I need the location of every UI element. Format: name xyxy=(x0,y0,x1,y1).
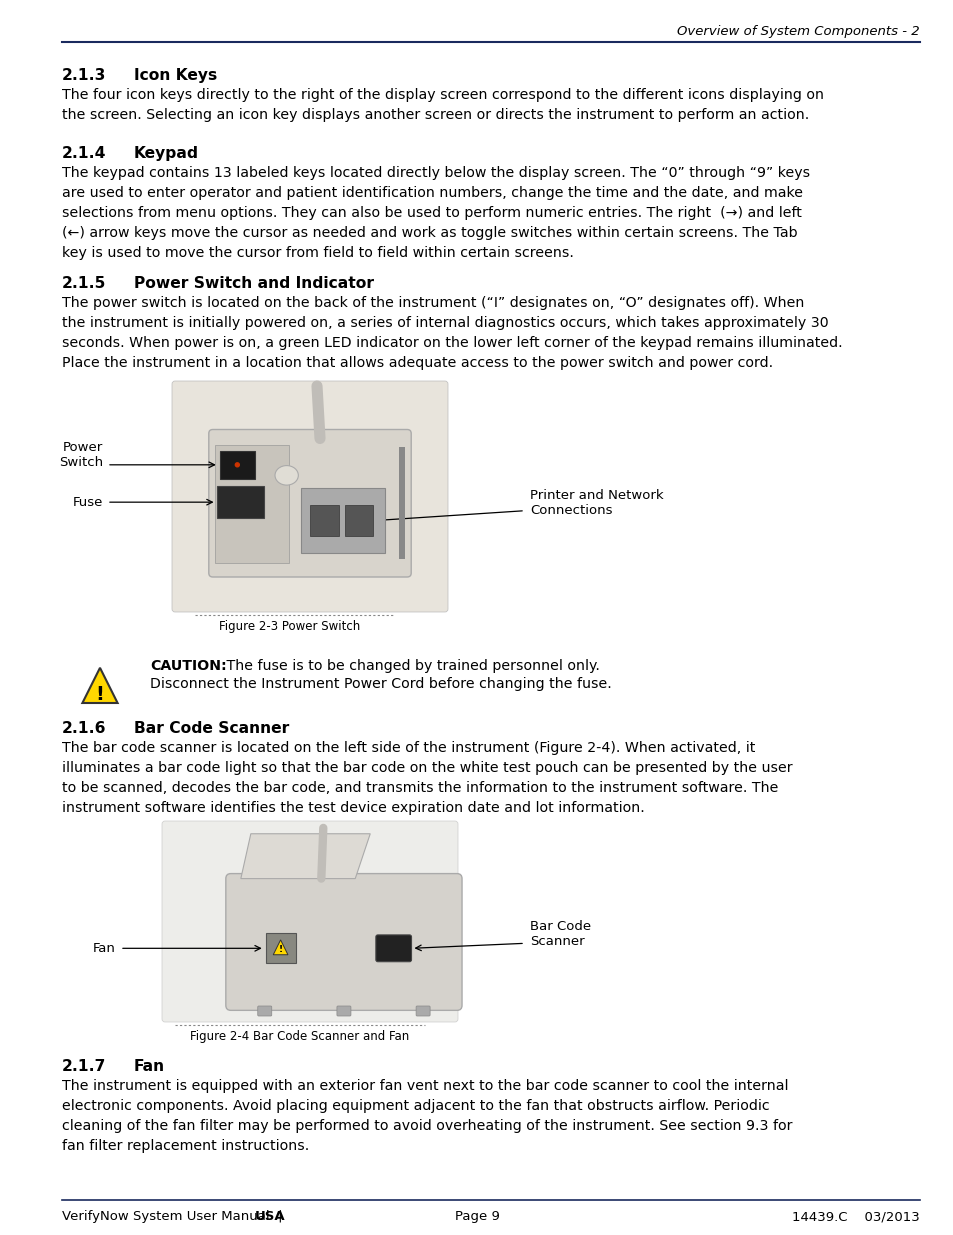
Text: Fan: Fan xyxy=(93,942,116,955)
Polygon shape xyxy=(273,940,288,955)
Text: Figure 2-4 Bar Code Scanner and Fan: Figure 2-4 Bar Code Scanner and Fan xyxy=(191,1030,409,1044)
FancyBboxPatch shape xyxy=(219,451,254,479)
Text: Icon Keys: Icon Keys xyxy=(133,68,217,83)
Text: 2.1.7: 2.1.7 xyxy=(62,1058,107,1074)
FancyBboxPatch shape xyxy=(226,873,461,1010)
Text: 2.1.4: 2.1.4 xyxy=(62,146,107,161)
Text: Bar Code Scanner: Bar Code Scanner xyxy=(133,721,289,736)
Text: The four icon keys directly to the right of the display screen correspond to the: The four icon keys directly to the right… xyxy=(62,88,823,122)
Text: 14439.C    03/2013: 14439.C 03/2013 xyxy=(791,1210,919,1223)
Text: Fuse: Fuse xyxy=(72,495,103,509)
Text: The instrument is equipped with an exterior fan vent next to the bar code scanne: The instrument is equipped with an exter… xyxy=(62,1079,792,1153)
Text: The power switch is located on the back of the instrument (“I” designates on, “O: The power switch is located on the back … xyxy=(62,296,841,370)
FancyBboxPatch shape xyxy=(310,505,338,536)
Polygon shape xyxy=(82,668,117,703)
FancyBboxPatch shape xyxy=(217,487,264,517)
Text: !: ! xyxy=(278,945,282,955)
Text: Bar Code
Scanner: Bar Code Scanner xyxy=(530,920,591,948)
FancyBboxPatch shape xyxy=(209,430,411,577)
Text: Figure 2-3 Power Switch: Figure 2-3 Power Switch xyxy=(219,620,360,634)
FancyBboxPatch shape xyxy=(257,1007,272,1016)
Text: Power
Switch: Power Switch xyxy=(59,441,103,469)
Text: Printer and Network
Connections: Printer and Network Connections xyxy=(530,489,663,516)
Text: VerifyNow System User Manual  |: VerifyNow System User Manual | xyxy=(62,1210,287,1223)
Text: The keypad contains 13 labeled keys located directly below the display screen. T: The keypad contains 13 labeled keys loca… xyxy=(62,165,809,261)
Text: USA: USA xyxy=(254,1210,285,1223)
FancyBboxPatch shape xyxy=(162,821,457,1023)
Text: The fuse is to be changed by trained personnel only.: The fuse is to be changed by trained per… xyxy=(222,659,599,673)
FancyBboxPatch shape xyxy=(336,1007,351,1016)
Circle shape xyxy=(235,463,239,467)
Text: Fan: Fan xyxy=(133,1058,165,1074)
Text: CAUTION:: CAUTION: xyxy=(150,659,227,673)
Text: 2.1.6: 2.1.6 xyxy=(62,721,107,736)
Text: 2.1.3: 2.1.3 xyxy=(62,68,107,83)
Text: !: ! xyxy=(95,685,104,704)
Text: 2.1.5: 2.1.5 xyxy=(62,275,107,291)
Polygon shape xyxy=(240,834,370,878)
Ellipse shape xyxy=(274,466,298,485)
FancyBboxPatch shape xyxy=(265,934,295,963)
FancyBboxPatch shape xyxy=(416,1007,430,1016)
FancyBboxPatch shape xyxy=(344,505,373,536)
FancyBboxPatch shape xyxy=(375,935,411,962)
Text: Overview of System Components - 2: Overview of System Components - 2 xyxy=(677,25,919,38)
FancyBboxPatch shape xyxy=(398,447,405,559)
Text: Page 9: Page 9 xyxy=(454,1210,499,1223)
FancyBboxPatch shape xyxy=(301,488,384,553)
FancyBboxPatch shape xyxy=(214,445,289,563)
Text: Keypad: Keypad xyxy=(133,146,199,161)
FancyBboxPatch shape xyxy=(172,382,448,613)
Text: Power Switch and Indicator: Power Switch and Indicator xyxy=(133,275,374,291)
Text: The bar code scanner is located on the left side of the instrument (Figure 2-4).: The bar code scanner is located on the l… xyxy=(62,741,792,815)
Text: Disconnect the Instrument Power Cord before changing the fuse.: Disconnect the Instrument Power Cord bef… xyxy=(150,677,611,692)
